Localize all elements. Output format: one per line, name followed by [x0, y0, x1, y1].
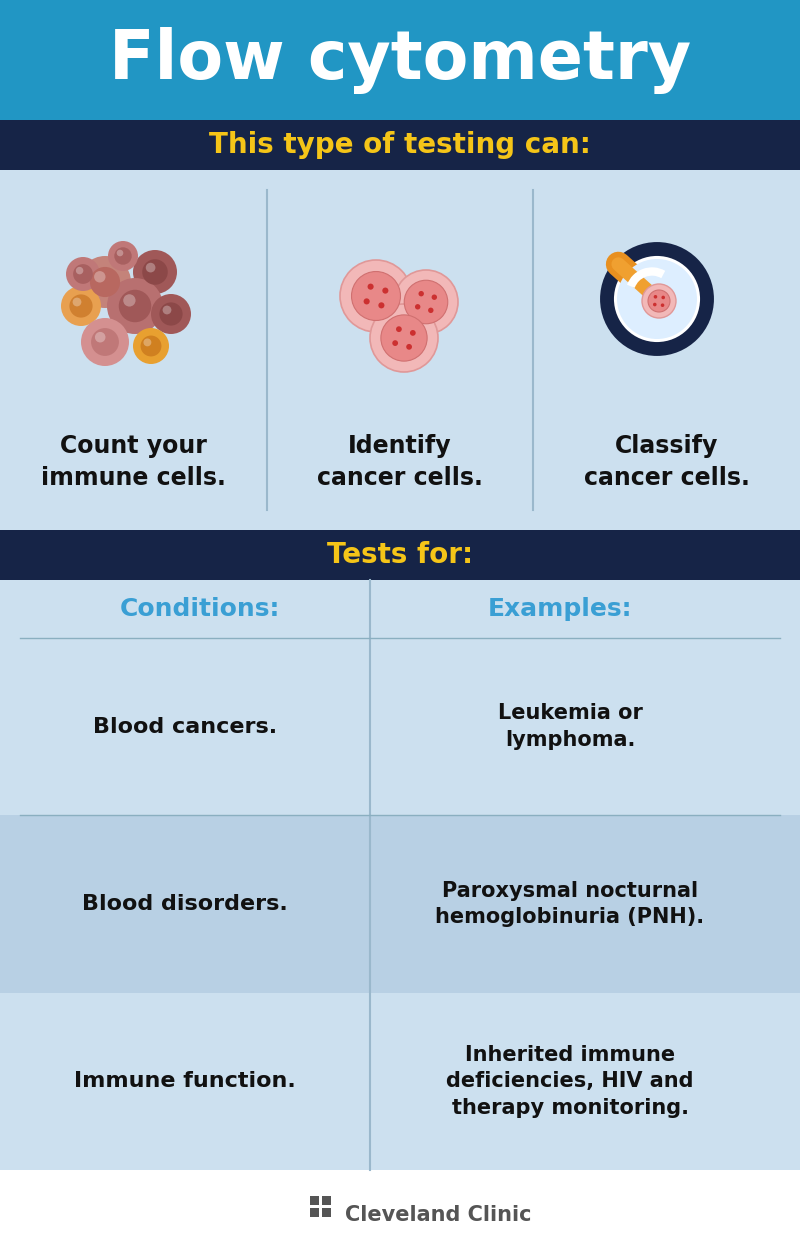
- Text: Inherited immune
deficiencies, HIV and
therapy monitoring.: Inherited immune deficiencies, HIV and t…: [446, 1045, 694, 1118]
- Circle shape: [418, 291, 424, 296]
- Circle shape: [90, 267, 120, 297]
- Text: Classify
cancer cells.: Classify cancer cells.: [584, 433, 750, 490]
- Circle shape: [143, 339, 151, 346]
- Circle shape: [607, 249, 707, 349]
- Circle shape: [662, 296, 665, 300]
- Circle shape: [617, 260, 697, 339]
- Circle shape: [91, 328, 119, 355]
- Circle shape: [70, 295, 93, 318]
- Circle shape: [66, 257, 100, 291]
- Text: Cleveland Clinic: Cleveland Clinic: [345, 1205, 531, 1225]
- Circle shape: [363, 299, 370, 305]
- Circle shape: [410, 330, 416, 335]
- Circle shape: [108, 241, 138, 271]
- Circle shape: [61, 286, 101, 326]
- Bar: [322, 1207, 330, 1216]
- Circle shape: [648, 290, 670, 312]
- Bar: [0, 993, 800, 1171]
- Text: This type of testing can:: This type of testing can:: [209, 131, 591, 159]
- Circle shape: [367, 284, 374, 290]
- Text: Blood disorders.: Blood disorders.: [82, 895, 288, 913]
- Circle shape: [76, 267, 83, 275]
- Circle shape: [382, 287, 389, 294]
- Circle shape: [133, 328, 169, 364]
- Bar: [310, 1196, 318, 1205]
- Circle shape: [162, 306, 171, 315]
- Circle shape: [81, 318, 129, 365]
- Circle shape: [431, 295, 437, 300]
- Text: Flow cytometry: Flow cytometry: [109, 26, 691, 93]
- Circle shape: [428, 307, 434, 312]
- Bar: [0, 120, 800, 170]
- Bar: [0, 815, 800, 993]
- Circle shape: [415, 304, 421, 310]
- Circle shape: [351, 271, 401, 320]
- Circle shape: [653, 302, 657, 306]
- Bar: [0, 0, 800, 120]
- Circle shape: [642, 284, 676, 318]
- Circle shape: [151, 294, 191, 334]
- Circle shape: [123, 295, 135, 306]
- Text: Count your
immune cells.: Count your immune cells.: [41, 433, 226, 490]
- Text: Paroxysmal nocturnal
hemoglobinuria (PNH).: Paroxysmal nocturnal hemoglobinuria (PNH…: [435, 881, 705, 927]
- Circle shape: [394, 270, 458, 334]
- Bar: [0, 638, 800, 815]
- Circle shape: [94, 271, 106, 282]
- Circle shape: [159, 302, 182, 325]
- Circle shape: [406, 344, 412, 350]
- Bar: [0, 580, 800, 1171]
- Circle shape: [396, 326, 402, 333]
- Text: Tests for:: Tests for:: [327, 541, 473, 570]
- Circle shape: [107, 278, 163, 334]
- Circle shape: [114, 247, 132, 265]
- Text: Blood cancers.: Blood cancers.: [93, 717, 277, 737]
- Circle shape: [133, 249, 177, 294]
- Circle shape: [378, 302, 385, 309]
- Circle shape: [73, 297, 82, 306]
- Text: Identify
cancer cells.: Identify cancer cells.: [317, 433, 483, 490]
- Circle shape: [79, 256, 131, 307]
- Bar: [310, 1207, 318, 1216]
- Circle shape: [370, 304, 438, 372]
- Circle shape: [117, 249, 123, 256]
- Circle shape: [146, 263, 155, 272]
- Text: Examples:: Examples:: [488, 597, 632, 621]
- Bar: [0, 170, 800, 530]
- Text: Leukemia or
lymphoma.: Leukemia or lymphoma.: [498, 703, 642, 750]
- Text: Immune function.: Immune function.: [74, 1071, 296, 1091]
- Circle shape: [381, 315, 427, 362]
- Text: Conditions:: Conditions:: [120, 597, 280, 621]
- Circle shape: [340, 260, 412, 331]
- Bar: [0, 1171, 800, 1260]
- Circle shape: [404, 280, 448, 324]
- Circle shape: [142, 260, 168, 285]
- Circle shape: [141, 335, 162, 357]
- Circle shape: [654, 295, 658, 299]
- Circle shape: [661, 304, 664, 307]
- Circle shape: [73, 265, 93, 284]
- Circle shape: [118, 290, 151, 323]
- Circle shape: [95, 331, 106, 343]
- Bar: [0, 530, 800, 580]
- Bar: [322, 1196, 330, 1205]
- Circle shape: [392, 340, 398, 347]
